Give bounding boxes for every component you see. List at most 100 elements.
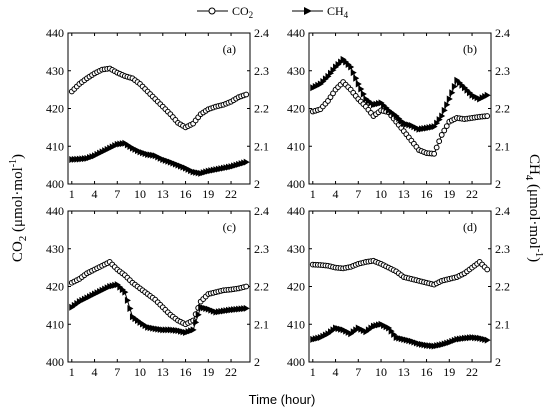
x-tick-label: 1	[69, 365, 75, 379]
x-tick-label: 7	[114, 365, 120, 379]
ch4-point	[441, 106, 448, 114]
co2-point	[243, 91, 250, 98]
x-tick-label: 4	[333, 187, 339, 201]
y-left-tick-label: 420	[287, 102, 305, 116]
y-left-tick-label: 410	[287, 317, 305, 331]
ch4-point	[484, 336, 491, 344]
panel-d: 1 4 7 10 13 16 19 22 400 410 420 430 440 2 2.1 2.2 2.3 2.…	[287, 204, 510, 379]
y-right-tick-label: 2.3	[495, 242, 510, 256]
co2-point	[243, 283, 250, 290]
ch4-point	[355, 80, 362, 88]
ch4-point	[193, 318, 200, 326]
y-right-tick-label: 2.2	[495, 280, 510, 294]
y-left-tick-label: 430	[46, 64, 64, 78]
x-tick-label: 1	[69, 187, 75, 201]
y-left-tick-label: 400	[46, 355, 64, 369]
y-left-tick-label: 410	[46, 317, 64, 331]
y-right-tick-label: 2.2	[495, 102, 510, 116]
panel-label: (d)	[463, 220, 477, 234]
y-left-tick-label: 440	[287, 204, 305, 218]
panel-a: 1 4 7 10 13 16 19 22 400 410 420 430 440 2 2.1 2.2 2.3 2.…	[46, 26, 269, 201]
x-tick-label: 4	[333, 365, 339, 379]
x-tick-label: 4	[92, 365, 98, 379]
y-left-tick-label: 440	[287, 26, 305, 40]
ch4-point	[127, 305, 134, 313]
x-tick-label: 19	[202, 365, 214, 379]
x-tick-label: 22	[225, 187, 237, 201]
y-right-tick-label: 2.4	[495, 204, 510, 218]
x-tick-label: 10	[375, 187, 387, 201]
x-tick-label: 19	[443, 187, 455, 201]
panels: 1 4 7 10 13 16 19 2240041042043044022.12.22.32.…	[46, 26, 510, 379]
x-tick-label: 16	[180, 187, 192, 201]
x-tick-label: 10	[134, 365, 146, 379]
ch4-point	[190, 326, 197, 334]
co2-point	[484, 113, 491, 119]
co2-point	[443, 123, 450, 130]
ch4-point	[444, 101, 451, 109]
x-tick-label: 16	[421, 365, 433, 379]
co2-point	[433, 144, 440, 151]
y-right-tick-label: 2.1	[495, 317, 510, 331]
ch4-point	[195, 311, 202, 319]
y-left-tick-label: 430	[287, 64, 305, 78]
ch4-point	[436, 116, 443, 124]
ch4-point	[360, 90, 367, 98]
y-right-tick-label: 2.3	[495, 64, 510, 78]
legend-co2-label: CO2	[232, 4, 253, 20]
x-tick-label: 22	[466, 365, 478, 379]
x-tick-label: 22	[466, 187, 478, 201]
y-left-tick-label: 430	[46, 242, 64, 256]
y-left-tick-label: 430	[287, 242, 305, 256]
ch4-point	[243, 304, 250, 312]
ch4-point	[348, 63, 355, 71]
legend-ch4-label: CH4	[327, 4, 349, 20]
x-tick-label: 7	[355, 365, 361, 379]
co2-point	[441, 127, 448, 134]
ch4-point	[446, 95, 453, 103]
panel-c: 1 4 7 10 13 16 19 22 400 410 420 430 440 2 2.1 2.2 2.3 2.…	[46, 204, 269, 379]
y-right-tick-label: 2	[254, 355, 260, 369]
left-axis-title: CO2 (μmol·mol-1)	[8, 154, 29, 262]
ch4-point	[353, 74, 360, 82]
y-left-tick-label: 420	[287, 280, 305, 294]
ch4-point	[431, 123, 438, 131]
panel-label: (a)	[223, 42, 236, 56]
ch4-point	[122, 288, 129, 296]
y-left-tick-label: 440	[46, 26, 64, 40]
panel-label: (c)	[223, 220, 236, 234]
x-tick-label: 13	[398, 365, 410, 379]
ch4-point	[484, 91, 491, 99]
x-tick-label: 7	[355, 187, 361, 201]
y-right-tick-label: 2.2	[254, 102, 269, 116]
y-right-tick-label: 2.3	[254, 64, 269, 78]
co2-point	[436, 138, 443, 145]
ch4-point	[124, 296, 131, 304]
x-tick-label: 1	[310, 365, 316, 379]
x-tick-label: 1	[310, 187, 316, 201]
y-left-tick-label: 420	[46, 102, 64, 116]
co2-point	[431, 150, 438, 157]
co2-point	[484, 266, 491, 273]
co2-line	[71, 67, 247, 128]
y-right-tick-label: 2.4	[254, 26, 269, 40]
ch4-point	[243, 158, 250, 166]
x-tick-label: 13	[157, 365, 169, 379]
ch4-point	[451, 82, 458, 90]
x-tick-label: 19	[443, 365, 455, 379]
y-left-tick-label: 400	[46, 177, 64, 191]
x-tick-label: 16	[421, 187, 433, 201]
x-tick-label: 13	[157, 187, 169, 201]
panel-label: (b)	[463, 42, 477, 56]
y-right-tick-label: 2.4	[254, 204, 269, 218]
y-left-tick-label: 410	[287, 139, 305, 153]
ch4-point	[434, 119, 441, 127]
y-right-tick-label: 2.2	[254, 280, 269, 294]
legend-co2-marker	[208, 7, 216, 15]
y-right-tick-label: 2.3	[254, 242, 269, 256]
ch4-point	[449, 89, 456, 97]
x-axis-title: Time (hour)	[249, 392, 316, 407]
panel-b: 1 4 7 10 13 16 19 22 400 410 420 430 440 2 2.1 2.2 2.3 2.…	[287, 26, 510, 201]
